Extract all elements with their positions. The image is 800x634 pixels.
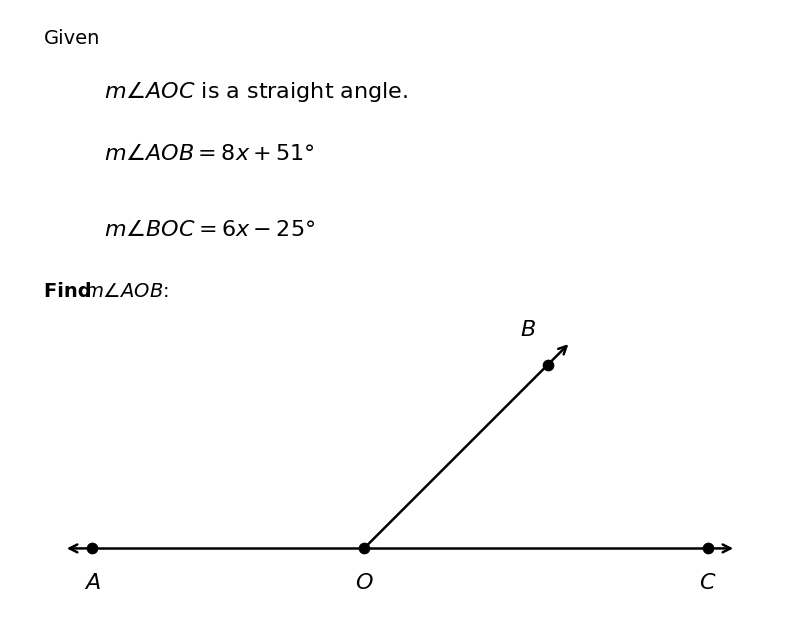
Text: $A$: $A$ <box>83 573 101 593</box>
Point <box>358 543 370 553</box>
Text: $O$: $O$ <box>354 573 374 593</box>
Text: Given: Given <box>44 29 100 48</box>
Point <box>86 543 98 553</box>
Text: Find: Find <box>44 282 98 301</box>
Text: $m\angle AOC$ is a straight angle.: $m\angle AOC$ is a straight angle. <box>104 79 408 104</box>
Point <box>542 359 554 370</box>
Text: $m\angle AOB$:: $m\angle AOB$: <box>84 282 169 301</box>
Text: $m\angle BOC = 6x - 25°$: $m\angle BOC = 6x - 25°$ <box>104 219 315 240</box>
Text: $m\angle AOB = 8x + 51°$: $m\angle AOB = 8x + 51°$ <box>104 143 315 164</box>
Text: $B$: $B$ <box>520 320 536 340</box>
Text: $C$: $C$ <box>699 573 717 593</box>
Point <box>702 543 714 553</box>
